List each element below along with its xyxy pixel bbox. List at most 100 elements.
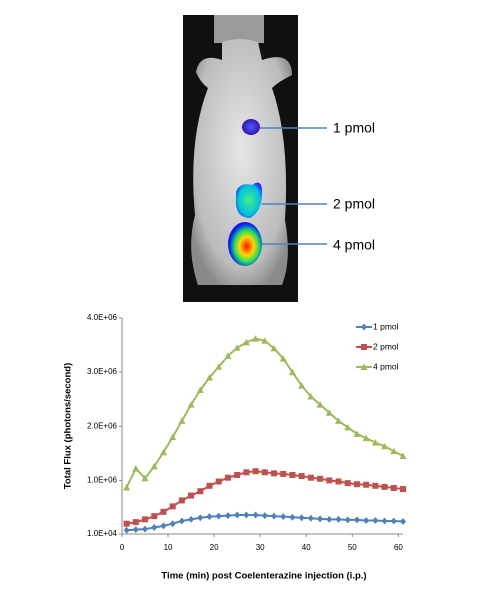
- data-point: [224, 352, 232, 359]
- data-point: [252, 468, 259, 475]
- data-point: [353, 516, 360, 524]
- data-point: [243, 469, 250, 476]
- data-point: [123, 526, 130, 534]
- signal-blob: [228, 222, 262, 266]
- data-point: [307, 474, 314, 481]
- data-point: [363, 516, 370, 524]
- data-point: [132, 519, 139, 526]
- data-point: [261, 469, 268, 476]
- data-point: [372, 516, 379, 524]
- data-point: [280, 470, 287, 477]
- data-point: [381, 442, 389, 450]
- image-label: 2 pmol: [333, 196, 375, 212]
- data-point: [178, 517, 185, 525]
- data-point: [242, 338, 250, 346]
- data-point: [400, 486, 406, 493]
- data-point: [132, 526, 139, 534]
- data-point: [234, 471, 241, 478]
- data-point: [261, 512, 268, 520]
- data-point: [399, 452, 407, 460]
- legend-marker: [361, 323, 367, 331]
- x-tick-label: 40: [302, 543, 311, 552]
- data-point: [141, 474, 149, 482]
- data-point: [215, 363, 223, 370]
- data-point: [132, 464, 140, 472]
- data-point: [197, 488, 204, 495]
- data-point: [197, 514, 204, 522]
- data-point: [326, 515, 333, 523]
- data-point: [196, 386, 204, 393]
- y-tick-label: 2.0E+06: [87, 421, 118, 430]
- data-point: [400, 518, 406, 526]
- legend-marker: [361, 344, 367, 350]
- data-point: [325, 409, 333, 416]
- data-point: [381, 483, 388, 490]
- data-point: [372, 482, 379, 489]
- data-point: [187, 401, 195, 408]
- data-point: [206, 374, 214, 381]
- data-point: [344, 516, 351, 524]
- data-point: [362, 434, 370, 442]
- data-point: [316, 401, 324, 408]
- data-point: [353, 430, 361, 437]
- data-point: [371, 439, 379, 446]
- data-point: [215, 512, 222, 520]
- data-point: [142, 516, 149, 523]
- data-point: [270, 344, 278, 352]
- data-point: [160, 522, 167, 530]
- series-line: [125, 337, 404, 488]
- data-point: [289, 513, 296, 521]
- data-point: [344, 423, 352, 431]
- data-point: [159, 448, 167, 456]
- data-point: [224, 474, 231, 481]
- mouse-image: 1 pmol 2 pmol 4 pmol: [183, 15, 375, 302]
- data-point: [234, 511, 241, 519]
- image-label: 1 pmol: [333, 120, 375, 136]
- y-tick-label: 3.0E+06: [87, 367, 118, 376]
- y-tick-label: 4.0E+06: [87, 313, 118, 322]
- legend-label: 2 pmol: [373, 341, 399, 351]
- data-point: [123, 520, 130, 527]
- x-tick-label: 50: [348, 543, 357, 552]
- data-point: [326, 477, 333, 484]
- data-point: [150, 462, 158, 470]
- data-point: [271, 470, 278, 477]
- data-point: [335, 478, 342, 485]
- data-point: [271, 512, 278, 520]
- image-label: 4 pmol: [333, 237, 375, 253]
- y-tick-label: 1.0E+06: [87, 476, 118, 485]
- data-point: [160, 508, 167, 515]
- data-point: [307, 514, 314, 522]
- data-point: [390, 484, 397, 491]
- data-point: [123, 483, 131, 491]
- data-point: [335, 417, 343, 424]
- data-point: [169, 433, 177, 441]
- data-point: [188, 492, 195, 499]
- data-point: [178, 417, 186, 424]
- data-point: [169, 503, 176, 510]
- data-point: [363, 481, 370, 488]
- data-point: [381, 517, 388, 525]
- data-point: [307, 392, 315, 400]
- data-point: [335, 515, 342, 523]
- data-point: [206, 482, 213, 489]
- data-point: [243, 511, 250, 519]
- data-point: [280, 513, 287, 521]
- x-tick-label: 30: [256, 543, 265, 552]
- x-axis-title: Time (min) post Coelenterazine injection…: [161, 571, 366, 582]
- data-point: [233, 344, 241, 351]
- legend-label: 1 pmol: [373, 321, 399, 331]
- mouse-body: [191, 39, 292, 285]
- y-axis-title: Total Flux (photons/second): [63, 363, 74, 489]
- data-point: [188, 515, 195, 523]
- data-point: [169, 520, 176, 528]
- legend-marker: [360, 363, 368, 370]
- data-point: [178, 497, 185, 504]
- nose-cone: [214, 15, 264, 43]
- data-point: [215, 478, 222, 485]
- data-point: [390, 447, 398, 455]
- x-tick-label: 20: [210, 543, 219, 552]
- data-point: [288, 368, 296, 376]
